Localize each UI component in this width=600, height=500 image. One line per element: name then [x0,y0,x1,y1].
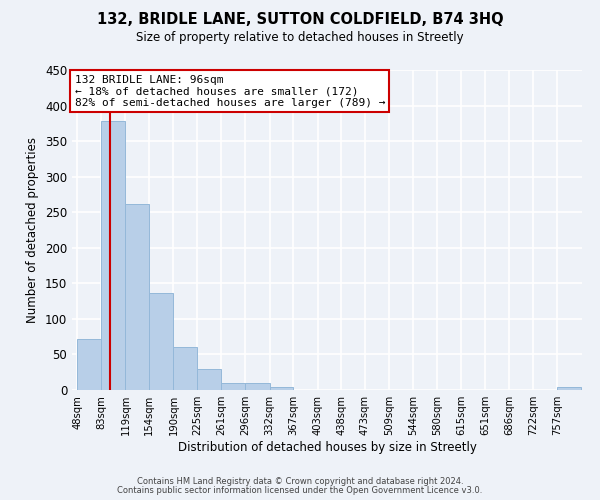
Text: Contains HM Land Registry data © Crown copyright and database right 2024.: Contains HM Land Registry data © Crown c… [137,477,463,486]
Bar [125,204,149,390]
Text: 132, BRIDLE LANE, SUTTON COLDFIELD, B74 3HQ: 132, BRIDLE LANE, SUTTON COLDFIELD, B74 … [97,12,503,28]
X-axis label: Distribution of detached houses by size in Streetly: Distribution of detached houses by size … [178,441,476,454]
Y-axis label: Number of detached properties: Number of detached properties [26,137,40,323]
Bar [101,121,125,390]
Text: 132 BRIDLE LANE: 96sqm
← 18% of detached houses are smaller (172)
82% of semi-de: 132 BRIDLE LANE: 96sqm ← 18% of detached… [74,75,385,108]
Bar [557,387,581,390]
Bar [197,370,221,390]
Text: Contains public sector information licensed under the Open Government Licence v3: Contains public sector information licen… [118,486,482,495]
Bar [269,387,293,390]
Text: Size of property relative to detached houses in Streetly: Size of property relative to detached ho… [136,31,464,44]
Bar [77,339,101,390]
Bar [245,383,269,390]
Bar [149,292,173,390]
Bar [221,383,245,390]
Bar [173,348,197,390]
